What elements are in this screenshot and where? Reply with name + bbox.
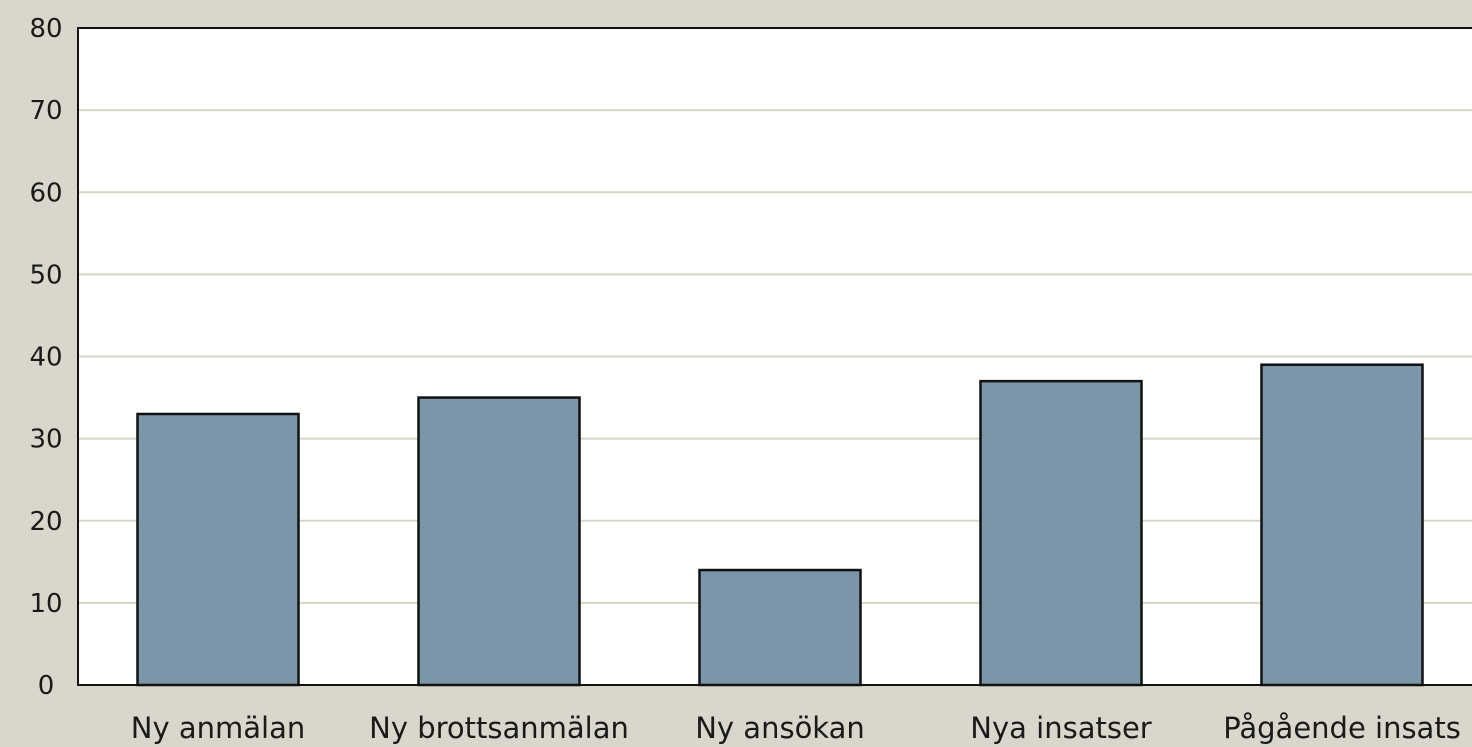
plot-frame	[77, 27, 1472, 686]
y-tick-label: 40	[29, 343, 62, 373]
y-tick-label: 10	[29, 589, 62, 619]
x-category-label: Ny anmälan	[131, 711, 305, 745]
x-category-label: Ny brottsanmälan	[369, 711, 629, 745]
x-category-label: Nya insatser	[970, 711, 1151, 745]
y-tick-label: 0	[38, 671, 55, 701]
y-tick-label: 50	[29, 260, 62, 290]
y-tick-label: 20	[29, 507, 62, 537]
bar	[1260, 363, 1424, 687]
bar	[698, 568, 862, 687]
y-tick-label: 60	[29, 178, 62, 208]
y-axis-ticks: 0 10 20 30 40 50 60 70 80	[29, 14, 62, 701]
grid-lines	[78, 109, 1472, 604]
bar	[417, 396, 581, 687]
y-tick-label: 30	[29, 425, 62, 455]
x-category-label: Ny ansökan	[695, 711, 865, 745]
x-category-label: Pågående insats	[1223, 711, 1461, 745]
bar	[979, 379, 1143, 687]
bar	[136, 412, 300, 687]
y-tick-label: 80	[29, 14, 62, 44]
y-tick-label: 70	[29, 96, 62, 126]
x-axis-labels: Ny anmälan Ny brottsanmälan Ny ansökan Nya …	[131, 711, 1461, 745]
